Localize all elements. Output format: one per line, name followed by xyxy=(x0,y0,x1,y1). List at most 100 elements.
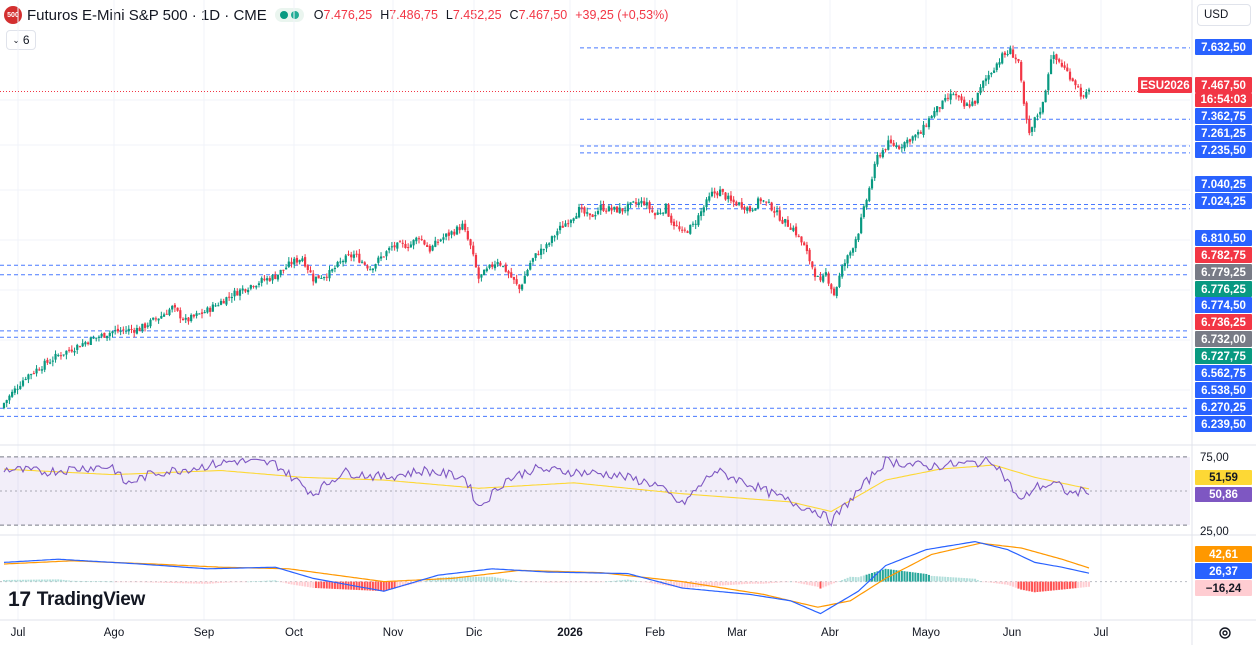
macd-histogram-bar xyxy=(450,576,453,582)
candle-body xyxy=(729,195,733,201)
candle-body xyxy=(675,225,678,227)
macd-histogram-bar xyxy=(1001,581,1004,585)
macd-histogram-bar xyxy=(892,569,895,582)
macd-histogram-bar xyxy=(361,581,364,591)
macd-histogram-bar xyxy=(453,576,456,582)
indicators-toggle-button[interactable]: ⌄ 6 xyxy=(6,30,36,50)
macd-histogram-bar xyxy=(38,579,41,582)
macd-histogram-bar xyxy=(13,579,16,582)
candle-body xyxy=(583,207,586,214)
macd-histogram-bar xyxy=(480,576,483,582)
macd-histogram-bar xyxy=(46,579,49,582)
status-dot-icon xyxy=(279,11,288,19)
macd-histogram-bar xyxy=(466,576,469,582)
macd-histogram-bar xyxy=(841,580,844,582)
macd-histogram-bar xyxy=(43,579,46,582)
candle-body xyxy=(629,202,632,204)
candle-body xyxy=(268,278,271,281)
macd-histogram-bar xyxy=(531,581,534,583)
candle-body xyxy=(388,247,391,251)
candle-body xyxy=(95,337,98,339)
candle-body xyxy=(266,278,269,281)
macd-histogram-bar xyxy=(125,581,128,583)
candle-body xyxy=(800,236,803,243)
currency-selector[interactable]: USD xyxy=(1197,4,1251,26)
candle-body xyxy=(843,263,846,267)
macd-histogram-bar xyxy=(173,581,176,584)
price-level-label-text: 6.774,50 xyxy=(1201,300,1246,312)
macd-histogram-bar xyxy=(678,581,681,588)
candle-body xyxy=(119,330,122,332)
macd-histogram-bar xyxy=(567,581,570,583)
candle-body xyxy=(111,331,114,334)
candle-body xyxy=(700,211,703,217)
macd-histogram-bar xyxy=(106,581,109,583)
candle-body xyxy=(754,208,757,211)
macd-histogram-bar xyxy=(3,580,5,582)
macd-histogram-bar xyxy=(740,581,743,585)
last-price-label: 7.467,50 xyxy=(1195,77,1252,93)
macd-histogram-bar xyxy=(119,581,122,583)
macd-histogram-bar xyxy=(729,581,732,585)
candle-body xyxy=(567,223,570,225)
macd-histogram-bar xyxy=(919,573,922,582)
macd-histogram-bar xyxy=(306,581,309,588)
macd-histogram-bar xyxy=(930,575,933,582)
macd-histogram-bar xyxy=(415,581,418,584)
symbol-title[interactable]: Futuros E-Mini S&P 500 · 1D · CME xyxy=(27,6,267,24)
market-status[interactable] xyxy=(274,8,304,22)
candle-body xyxy=(762,200,765,202)
candle-body xyxy=(179,310,182,319)
macd-histogram-bar xyxy=(165,581,168,583)
candle-body xyxy=(86,342,90,345)
macd-histogram-bar xyxy=(1074,581,1077,589)
macd-histogram-bar xyxy=(65,580,68,582)
macd-histogram-bar xyxy=(179,581,182,584)
price-level-label: 6.270,25 xyxy=(1195,399,1252,415)
macd-histogram-bar xyxy=(811,581,814,586)
candle-body xyxy=(491,264,494,267)
price-level-label: 7.235,50 xyxy=(1195,142,1252,158)
candle-body xyxy=(241,288,244,291)
macd-histogram-bar xyxy=(1014,581,1017,588)
countdown-label: 16:54:03 xyxy=(1195,93,1252,107)
candle-body xyxy=(903,142,906,149)
macd-histogram-bar xyxy=(624,579,627,582)
macd-histogram-bar xyxy=(540,581,543,583)
tradingview-logo[interactable]: 17 TradingView xyxy=(8,588,145,612)
candle-body xyxy=(520,284,524,290)
price-level-label-bg xyxy=(1195,314,1252,330)
candle-body xyxy=(331,269,334,272)
macd-histogram-bar xyxy=(198,581,201,584)
time-axis-label: 2026 xyxy=(557,627,583,639)
price-level-label-text: 6.810,50 xyxy=(1201,233,1246,245)
macd-histogram-bar xyxy=(428,579,431,582)
macd-histogram-bar xyxy=(84,581,87,582)
candle-body xyxy=(21,380,25,386)
macd-histogram-bar xyxy=(597,581,600,583)
macd-histogram-bar xyxy=(483,576,486,582)
candle-body xyxy=(46,359,49,363)
candle-body xyxy=(249,285,252,289)
macd-histogram-bar xyxy=(347,581,350,590)
macd-histogram-bar xyxy=(949,577,952,582)
candle-body xyxy=(322,276,326,279)
macd-histogram-bar xyxy=(648,581,651,583)
macd-histogram-bar xyxy=(314,581,317,589)
candle-body xyxy=(841,265,844,277)
macd-histogram-bar xyxy=(70,580,73,582)
candle-body xyxy=(979,87,982,94)
macd-histogram-bar xyxy=(282,581,285,583)
candle-body xyxy=(713,191,716,194)
candle-body xyxy=(458,227,461,231)
candle-body xyxy=(960,96,963,101)
macd-histogram-bar xyxy=(363,581,366,591)
candle-body xyxy=(884,149,887,151)
candle-body xyxy=(13,388,16,393)
gear-icon[interactable] xyxy=(1217,625,1233,641)
candle-body xyxy=(870,179,874,189)
candle-body xyxy=(925,125,928,127)
candle-body xyxy=(358,253,361,263)
candle-body xyxy=(868,188,871,201)
